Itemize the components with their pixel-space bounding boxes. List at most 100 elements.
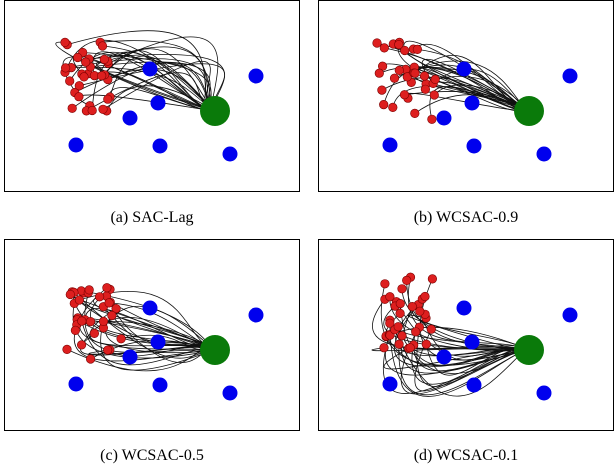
trajectory-line xyxy=(383,305,530,351)
start-point xyxy=(372,38,382,48)
caption-wcsac-09: (b) WCSAC-0.9 xyxy=(413,209,519,226)
trajectory-plot xyxy=(371,272,578,401)
goal-circle xyxy=(200,335,230,365)
start-point xyxy=(399,90,410,100)
hazard-circle xyxy=(150,334,166,350)
start-point xyxy=(380,279,390,289)
hazard-circle xyxy=(562,307,578,323)
start-point xyxy=(85,316,96,327)
start-point xyxy=(377,85,387,95)
start-point xyxy=(74,81,84,91)
hazard-circle xyxy=(122,110,138,126)
start-point xyxy=(400,45,410,56)
start-point xyxy=(397,284,407,294)
start-point xyxy=(89,328,99,338)
start-point xyxy=(99,54,109,65)
start-point xyxy=(98,104,108,114)
start-point xyxy=(394,65,404,75)
start-point xyxy=(420,84,430,94)
start-point xyxy=(407,301,417,312)
start-point xyxy=(427,114,437,124)
panel-wcsac-09 xyxy=(318,0,614,192)
start-point xyxy=(430,74,440,84)
start-point xyxy=(394,339,404,349)
start-point xyxy=(395,308,405,318)
hazard-circle xyxy=(466,138,482,154)
trajectory-plot xyxy=(55,30,264,162)
trajectory-plot xyxy=(372,37,578,162)
start-point xyxy=(74,295,84,305)
start-point xyxy=(385,292,395,302)
start-point xyxy=(77,316,87,326)
start-point xyxy=(419,71,430,81)
hazard-circle xyxy=(466,377,482,393)
start-point xyxy=(79,72,89,82)
hazard-circle xyxy=(150,95,166,111)
panel-wcsac-01 xyxy=(318,239,614,431)
start-point xyxy=(81,57,91,67)
start-point xyxy=(429,90,439,100)
start-point xyxy=(97,71,107,81)
start-point xyxy=(397,331,407,341)
hazard-circle xyxy=(436,110,452,126)
hazard-circle xyxy=(122,349,138,365)
start-point xyxy=(74,92,84,102)
hazard-circle xyxy=(382,376,398,392)
start-point xyxy=(385,318,395,328)
start-point xyxy=(393,322,403,332)
start-point xyxy=(107,310,117,321)
start-point xyxy=(420,291,430,302)
hazard-circle xyxy=(536,385,552,401)
caption-wcsac-05: (c) WCSAC-0.5 xyxy=(100,447,204,464)
start-point xyxy=(379,99,389,110)
caption-wcsac-01: (d) WCSAC-0.1 xyxy=(413,447,519,464)
start-point xyxy=(85,354,96,364)
start-point xyxy=(426,324,436,334)
goal-circle xyxy=(514,335,544,365)
start-point xyxy=(104,298,114,308)
goal-circle xyxy=(200,96,230,126)
start-point xyxy=(94,292,105,302)
hazard-circle xyxy=(222,385,238,401)
start-point xyxy=(84,285,94,295)
start-point xyxy=(98,316,109,326)
panel-wcsac-05 xyxy=(4,239,300,431)
start-point xyxy=(395,298,405,309)
start-point xyxy=(111,303,121,314)
hazard-circle xyxy=(222,146,238,162)
start-point xyxy=(388,102,398,112)
start-point xyxy=(65,76,75,86)
hazard-circle xyxy=(382,137,398,153)
trajectory-line xyxy=(79,287,216,351)
start-point xyxy=(65,289,75,300)
hazard-circle xyxy=(436,349,452,365)
start-point xyxy=(97,41,108,51)
start-point xyxy=(379,43,389,53)
start-point xyxy=(60,63,71,73)
start-point xyxy=(402,275,412,286)
start-point xyxy=(389,73,400,83)
hazard-circle xyxy=(142,300,158,316)
start-point xyxy=(427,274,437,284)
start-point xyxy=(411,327,421,337)
start-point xyxy=(70,325,80,335)
hazard-circle xyxy=(152,138,168,154)
start-point xyxy=(421,339,431,349)
start-point xyxy=(410,68,420,78)
hazard-circle xyxy=(456,61,472,77)
hazard-circle xyxy=(456,300,472,316)
start-point xyxy=(73,52,83,63)
start-point xyxy=(412,44,422,55)
start-point xyxy=(374,68,384,78)
start-point xyxy=(103,345,113,355)
start-point xyxy=(410,108,420,118)
start-point xyxy=(62,344,72,354)
start-point xyxy=(415,306,425,316)
start-point xyxy=(60,37,70,48)
hazard-circle xyxy=(68,376,84,392)
start-point xyxy=(102,283,112,293)
start-point xyxy=(116,334,126,344)
start-point xyxy=(379,343,389,353)
hazard-circle xyxy=(248,307,264,323)
hazard-circle xyxy=(464,334,480,350)
